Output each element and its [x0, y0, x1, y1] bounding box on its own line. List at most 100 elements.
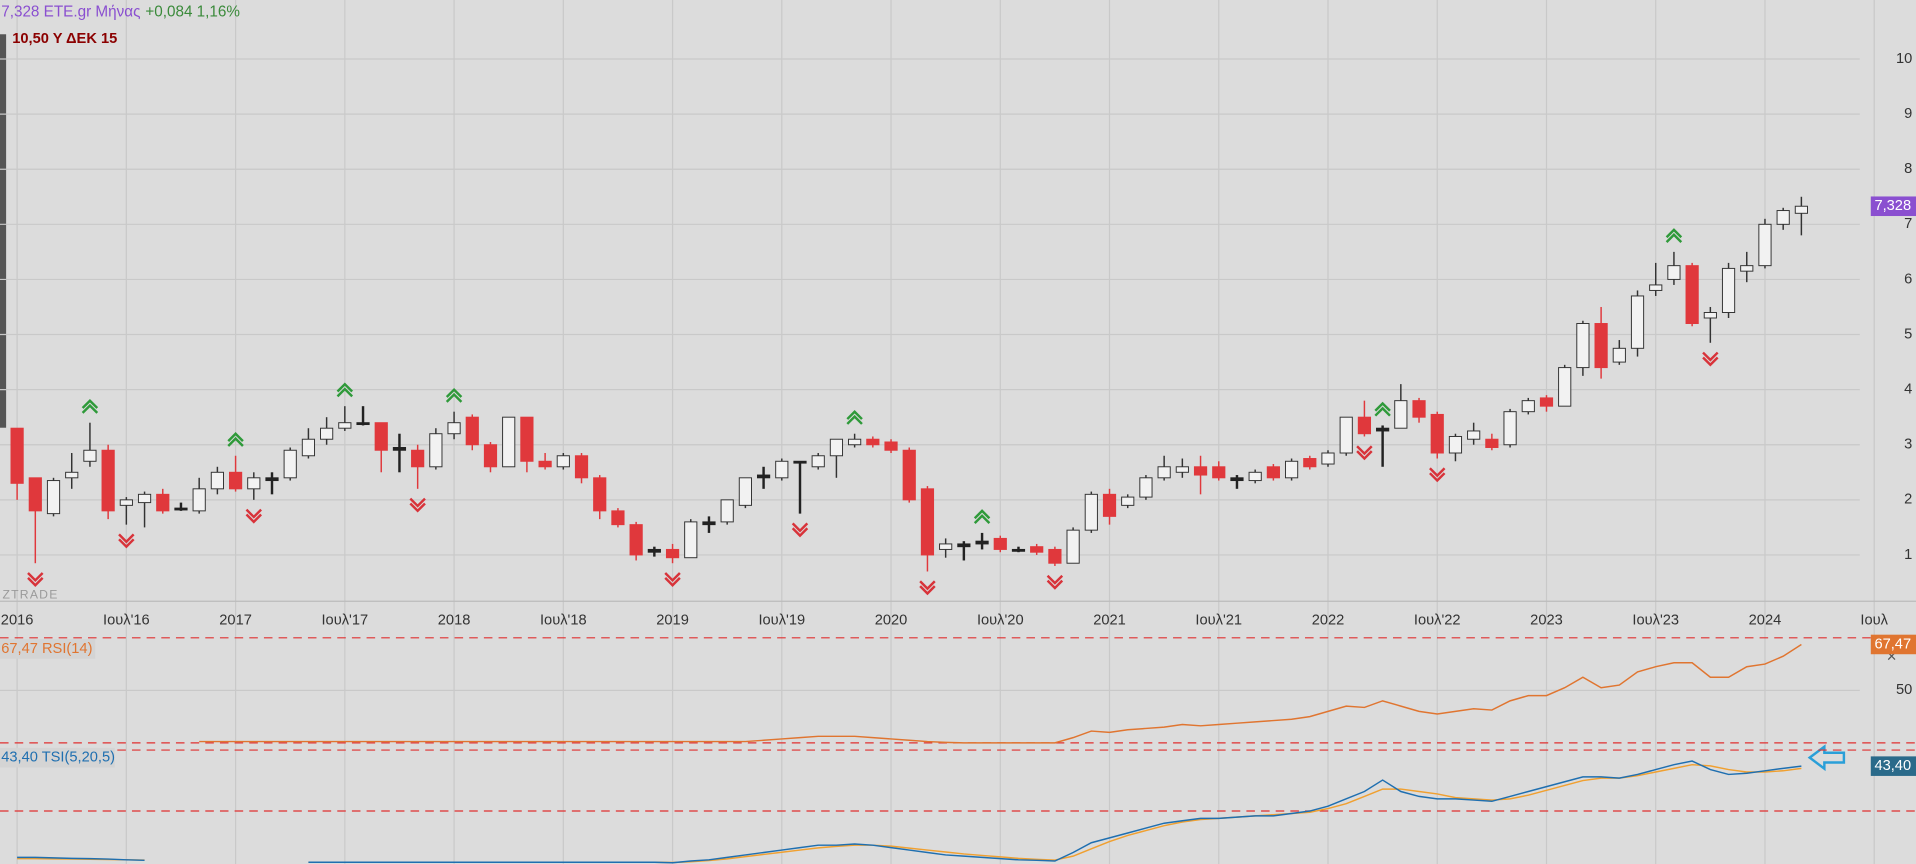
signal-down: [664, 572, 681, 587]
candle-body: [848, 438, 862, 446]
x-tick-label: 2017: [219, 613, 252, 629]
legend-box: [0, 747, 115, 768]
candle-body: [793, 460, 807, 464]
candle-body: [775, 460, 789, 479]
candle-body: [119, 499, 133, 506]
candle-body: [1066, 529, 1080, 564]
candle-body: [156, 493, 170, 512]
x-tick-label: 2022: [1312, 613, 1345, 629]
candle-body: [1467, 430, 1481, 440]
candle-body: [46, 480, 61, 515]
signal-up: [973, 509, 991, 524]
candle-body: [593, 477, 607, 512]
x-tick-label: Ιουλ'21: [1195, 613, 1242, 629]
x-tick-label: 2019: [656, 613, 689, 629]
candle-body: [920, 488, 935, 556]
y-tick-label: 1: [1904, 547, 1912, 563]
x-tick-label: Ιουλ'16: [103, 613, 150, 629]
candle-body: [1430, 413, 1444, 454]
price-label: 7,328: [1874, 198, 1911, 214]
value-label-box: [1870, 634, 1916, 655]
candle-body: [1703, 312, 1717, 319]
x-tick-label: 2021: [1093, 613, 1126, 629]
signal-up: [1374, 401, 1391, 417]
candle-body: [1303, 458, 1317, 468]
candle-body: [374, 422, 388, 451]
signal-down: [27, 572, 44, 587]
candle-body: [10, 427, 24, 484]
candle-body: [939, 543, 953, 550]
candle-body: [629, 524, 643, 556]
signal-down: [1702, 351, 1719, 367]
candle-body: [1649, 284, 1663, 291]
y-tick-label: 9: [1904, 106, 1912, 122]
candle-body: [702, 521, 716, 526]
candle-body: [228, 471, 243, 490]
close-icon[interactable]: ×: [1887, 647, 1897, 666]
candle-body: [411, 449, 425, 468]
candle-body: [902, 449, 916, 501]
y-tick-label: 4: [1904, 382, 1912, 398]
candle-body: [1030, 546, 1044, 553]
candle-body: [811, 455, 825, 468]
candle-body: [1576, 323, 1590, 369]
candle-body: [1157, 466, 1171, 479]
candle-body: [1266, 466, 1280, 479]
candle-body: [392, 447, 407, 451]
candle-body: [465, 416, 479, 446]
x-tick-label: Ιουλ'22: [1414, 613, 1461, 629]
candle-body: [684, 521, 698, 559]
candle-body: [975, 540, 989, 545]
candle-body: [265, 477, 279, 482]
legend: 67,47 RSI(14): [1, 641, 92, 657]
candle-body: [1776, 210, 1790, 225]
legend-box: [0, 639, 96, 659]
candle-body: [1740, 265, 1754, 272]
candle-body: [611, 510, 625, 526]
x-tick-label: 2016: [1, 613, 34, 629]
candle-body: [1230, 477, 1244, 482]
candle-body: [1193, 466, 1208, 476]
signal-down: [791, 522, 809, 538]
candle-body: [756, 474, 771, 479]
candle-body: [1630, 295, 1645, 349]
candle-body: [1448, 435, 1463, 454]
candle-body: [556, 455, 570, 468]
candle-body: [1357, 416, 1372, 435]
candle-body: [1084, 493, 1098, 531]
candle-body: [447, 422, 461, 435]
y-tick-label: 2: [1904, 492, 1912, 508]
candle-body: [720, 499, 734, 523]
candle-body: [356, 422, 370, 426]
y-tick-label: 3: [1904, 437, 1912, 453]
candle-body: [1503, 411, 1517, 446]
candle-body: [1539, 397, 1554, 407]
candle-body: [320, 427, 334, 440]
indicator-line: [17, 856, 145, 862]
candle-body: [993, 537, 1007, 550]
candle-body: [1685, 265, 1699, 324]
candle-body: [137, 493, 152, 504]
candle-body: [83, 449, 97, 462]
price-label-box: [1870, 196, 1916, 217]
candle-body: [1412, 400, 1426, 418]
candle-body: [1558, 367, 1572, 407]
candle-body: [1248, 471, 1262, 482]
candle-body: [1139, 477, 1153, 498]
header-title: 7,328 ETE.gr Μήνας +0,084 1,16%: [1, 3, 240, 20]
x-tick-label: 2023: [1530, 613, 1563, 629]
x-tick-label: 2024: [1749, 613, 1782, 629]
candle-body: [1121, 496, 1135, 506]
candle-body: [101, 449, 115, 512]
candle-body: [283, 449, 297, 479]
signal-down: [245, 508, 262, 524]
x-tick-label: Ιουλ'20: [977, 613, 1024, 629]
x-tick-label: Ιουλ'19: [758, 613, 805, 629]
signal-up: [227, 432, 244, 447]
candle-body: [1284, 460, 1299, 479]
signal-up: [846, 409, 863, 425]
signal-up: [1665, 228, 1683, 243]
candle-body: [1339, 416, 1353, 454]
